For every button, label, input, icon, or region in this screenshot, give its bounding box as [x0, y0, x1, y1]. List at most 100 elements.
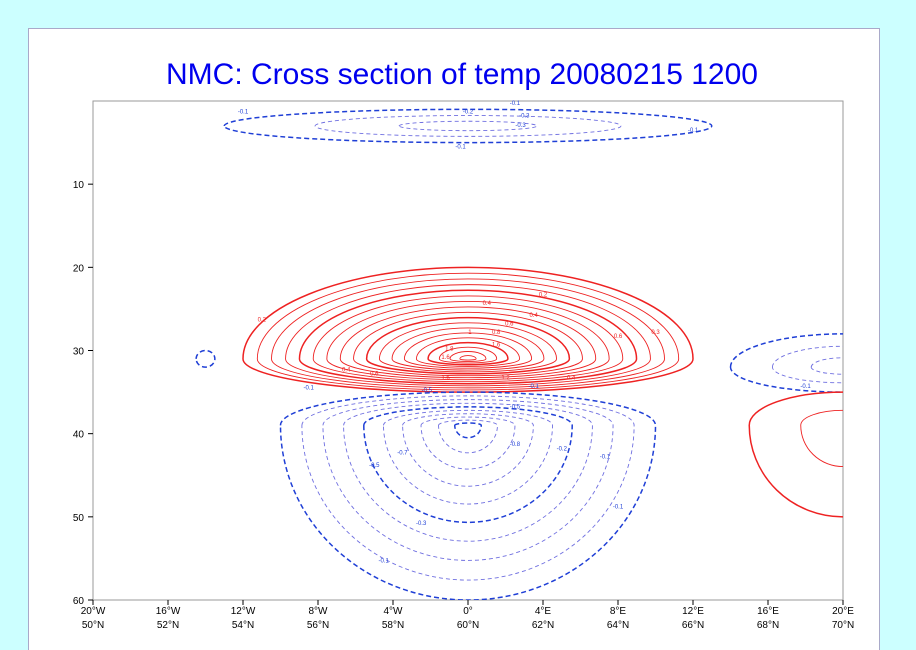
x-tick-label-lat: 50°N — [82, 620, 104, 631]
cold-contour-3-1 — [771, 345, 843, 384]
contour-label: -0.1 — [688, 128, 699, 134]
contour-label: -0.3 — [416, 521, 427, 527]
y-tick-label: 10 — [73, 180, 85, 191]
warm-contour-0-3 — [285, 284, 651, 387]
contour-label: -0.2 — [557, 446, 568, 452]
x-tick-label-lat: 56°N — [307, 620, 329, 631]
contour-label: -0.1 — [510, 101, 521, 107]
contour-label: 1.6 — [441, 355, 450, 361]
cold-contour-1-4 — [363, 406, 573, 524]
contour-layer — [195, 108, 843, 600]
x-tick-label-lon: 16°W — [156, 606, 181, 617]
cold-contour-1-0 — [279, 391, 657, 600]
x-tick-label-lon: 8°E — [610, 606, 627, 617]
warm-contour-0-5 — [312, 295, 624, 383]
contour-label: 0.4 — [529, 313, 538, 319]
cold-contour-1-5 — [383, 409, 553, 505]
contour-label: 0.8 — [492, 330, 501, 336]
contour-label: 0.2 — [258, 317, 267, 323]
x-tick-label-lon: 12°W — [231, 606, 256, 617]
contour-label: -0.1 — [455, 144, 466, 150]
warm-contour-0-10 — [379, 322, 557, 373]
cold-contour-2-0 — [223, 108, 713, 144]
x-tick-label-lat: 64°N — [607, 620, 629, 631]
cold-contour-1-3 — [343, 402, 593, 542]
plot-frame — [92, 100, 844, 601]
contour-label: -0.1 — [613, 505, 624, 511]
cold-contour-2-1 — [314, 115, 622, 137]
warm-contour-0-0 — [242, 266, 694, 393]
x-tick-label-lon: 4°E — [535, 606, 552, 617]
contour-label: -0.2 — [463, 109, 474, 115]
contour-label: -0.3 — [515, 123, 526, 129]
warm-contour-0-17 — [459, 355, 477, 361]
contour-label: 0.4 — [342, 367, 351, 373]
contour-label: 0.2 — [539, 292, 548, 298]
cold-contour-1-9 — [453, 422, 483, 439]
contour-label: -0.5 — [510, 405, 521, 411]
x-tick-label-lon: 20°W — [81, 606, 106, 617]
contour-label: -0.1 — [303, 386, 314, 392]
warm-contour-0-14 — [427, 341, 509, 366]
cold-contour-1-2 — [322, 399, 614, 561]
plot-area: -0.1 -0.1 -0.2 -0.3 -0.3 -0.1 -0.1 0.2 0.2 0.4 0.4… — [92, 100, 844, 601]
contour-label-layer: -0.1 -0.1 -0.2 -0.3 -0.3 -0.1 -0.1 0.2 0.2 0.4 0.4… — [238, 101, 812, 564]
y-tick-label: 50 — [73, 513, 85, 524]
y-tick-label: 40 — [73, 430, 85, 441]
x-tick-label-lon: 0° — [463, 606, 473, 617]
contour-label: -0.1 — [378, 559, 389, 565]
warm-contour-0-11 — [391, 327, 545, 371]
cold-contour-1-8 — [438, 419, 498, 454]
contour-label: 0.4 — [483, 301, 492, 307]
x-tick-label-lat: 62°N — [532, 620, 554, 631]
contour-label: 0.4 — [567, 376, 576, 382]
contour-chart: NMC: Cross section of temp 20080215 1200… — [73, 58, 854, 631]
warm-contour-0-6 — [326, 301, 610, 381]
y-tick-label: 30 — [73, 347, 85, 358]
x-tick-label-lat: 54°N — [232, 620, 254, 631]
x-tick-label-lon: 12°E — [682, 606, 704, 617]
x-tick-label-lon: 20°E — [832, 606, 854, 617]
contour-label: -0.1 — [528, 384, 539, 390]
warm-contour-0-9 — [365, 316, 571, 375]
contour-label: -0.1 — [600, 455, 611, 461]
x-tick-label-lat: 70°N — [832, 620, 854, 631]
y-tick-label: 20 — [73, 263, 85, 274]
cold-contour-1-7 — [420, 416, 516, 470]
contour-label: 0.6 — [614, 334, 623, 340]
warm-contour-0-1 — [256, 272, 680, 391]
y-axis: 10 20 30 40 50 60 — [73, 180, 93, 607]
warm-contour-0-16 — [449, 351, 487, 362]
x-tick-label-lon: 8°W — [309, 606, 329, 617]
cold-contour-1-6 — [402, 413, 534, 487]
contour-label: 0.6 — [505, 322, 514, 328]
x-tick-label-lon: 16°E — [757, 606, 779, 617]
x-tick-label-lat: 52°N — [157, 620, 179, 631]
x-tick-label-lon: 4°W — [384, 606, 404, 617]
warm-contour-4-0 — [748, 391, 843, 518]
contour-label: 1.8 — [445, 347, 454, 353]
contour-label: -0.8 — [510, 442, 521, 448]
contour-label: 0.6 — [370, 371, 379, 377]
contour-label: 1 — [468, 330, 472, 336]
contour-label: 1.6 — [441, 376, 450, 382]
contour-label: -0.7 — [397, 450, 408, 456]
x-axis: 20°W 50°N 16°W 52°N 12°W 54°N 8°W 56°N 4°W 58°N 0°… — [81, 600, 854, 631]
cold-contour-1-1 — [301, 395, 635, 581]
contour-label: -0.5 — [369, 463, 380, 469]
warm-contour-0-7 — [339, 306, 597, 379]
warm-contour-0-12 — [403, 332, 533, 369]
cold-contour-5-0 — [195, 349, 216, 368]
x-tick-label-lat: 58°N — [382, 620, 404, 631]
x-tick-label-lat: 66°N — [682, 620, 704, 631]
contour-label: -0.1 — [800, 384, 811, 390]
chart-title: NMC: Cross section of temp 20080215 1200 — [166, 58, 758, 91]
x-tick-label-lat: 68°N — [757, 620, 779, 631]
chart-panel: NMC: Cross section of temp 20080215 1200… — [28, 28, 880, 650]
warm-contour-0-8 — [353, 311, 583, 377]
contour-label: -0.5 — [422, 388, 433, 394]
warm-contour-0-13 — [415, 337, 521, 367]
cold-contour-3-0 — [729, 333, 843, 393]
contour-label: -0.3 — [519, 114, 530, 120]
warm-contour-0-4 — [298, 289, 638, 385]
